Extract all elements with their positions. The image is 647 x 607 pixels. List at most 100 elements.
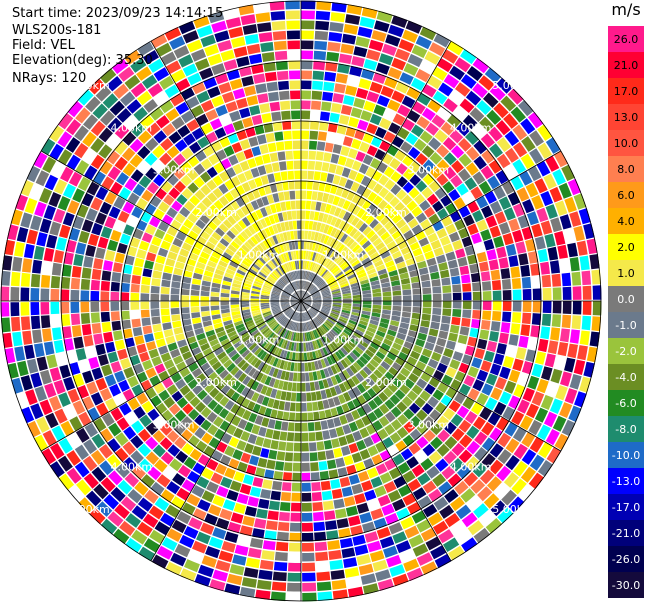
velocity-gate (226, 424, 237, 436)
velocity-gate (324, 203, 332, 214)
velocity-gate (194, 267, 204, 275)
velocity-gate (307, 342, 312, 351)
velocity-gate (114, 370, 126, 383)
velocity-gate (341, 486, 353, 497)
velocity-gate (273, 257, 280, 266)
velocity-gate (199, 67, 214, 80)
velocity-gate (383, 236, 394, 246)
velocity-gate (144, 260, 154, 270)
velocity-gate (175, 450, 189, 464)
velocity-gate (174, 261, 185, 270)
velocity-gate (457, 334, 468, 345)
velocity-gate (379, 117, 392, 130)
velocity-gate (385, 260, 395, 268)
velocity-gate (401, 95, 416, 109)
velocity-gate (309, 351, 314, 361)
velocity-gate (342, 293, 352, 297)
velocity-gate (133, 406, 146, 419)
velocity-gate (236, 383, 246, 394)
velocity-gate (374, 149, 386, 161)
velocity-gate (483, 350, 495, 363)
velocity-gate (372, 559, 388, 572)
velocity-gate (301, 462, 310, 472)
velocity-gate (521, 136, 536, 152)
velocity-gate (314, 421, 322, 431)
velocity-gate (201, 311, 211, 317)
velocity-gate (249, 455, 260, 466)
velocity-gate (400, 516, 415, 530)
velocity-gate (200, 406, 212, 418)
velocity-gate (101, 364, 113, 377)
velocity-gate (287, 310, 294, 317)
velocity-gate (409, 269, 419, 278)
velocity-gate (301, 442, 309, 452)
velocity-gate (432, 307, 442, 316)
velocity-gate (160, 51, 177, 66)
velocity-gate (311, 191, 318, 201)
velocity-gate (215, 104, 228, 117)
velocity-gate (258, 426, 267, 437)
velocity-gate (343, 557, 358, 568)
velocity-gate (187, 379, 199, 390)
velocity-gate (288, 70, 301, 80)
velocity-gate (315, 561, 330, 572)
velocity-gate (342, 369, 351, 380)
velocity-gate (251, 146, 261, 157)
velocity-gate (145, 224, 157, 236)
velocity-gate (296, 260, 300, 270)
velocity-gate (401, 346, 412, 356)
velocity-gate (220, 292, 230, 298)
velocity-gate (400, 367, 411, 378)
velocity-gate (215, 365, 226, 375)
velocity-gate (155, 42, 172, 57)
velocity-gate (370, 316, 380, 322)
velocity-gate (26, 358, 39, 374)
velocity-gate (463, 472, 479, 487)
velocity-gate (129, 154, 143, 168)
velocity-gate (352, 386, 362, 397)
colorbar-tick-label: -6.0 (615, 397, 636, 410)
velocity-gate (353, 262, 362, 270)
velocity-gate (240, 303, 250, 308)
velocity-gate (282, 291, 291, 297)
velocity-gate (187, 155, 200, 168)
velocity-gate (332, 327, 341, 335)
velocity-gate (320, 389, 327, 400)
velocity-gate (369, 233, 379, 243)
velocity-gate (291, 110, 301, 120)
velocity-gate (472, 310, 482, 320)
velocity-gate (383, 338, 393, 347)
velocity-gate (518, 253, 529, 266)
velocity-gate (520, 153, 535, 170)
velocity-gate (379, 472, 392, 484)
velocity-gate (369, 319, 379, 326)
velocity-gate (206, 179, 218, 191)
velocity-gate (150, 309, 160, 317)
velocity-gate (311, 241, 317, 251)
velocity-gate (200, 184, 212, 196)
velocity-gate (384, 411, 396, 423)
velocity-gate (229, 334, 239, 342)
velocity-gate (313, 50, 327, 61)
velocity-gate (411, 464, 425, 478)
velocity-gate (294, 240, 299, 250)
velocity-gate (375, 62, 390, 75)
velocity-gate (448, 332, 458, 342)
velocity-gate (501, 489, 517, 506)
velocity-gate (40, 302, 50, 315)
velocity-gate (280, 302, 290, 306)
velocity-gate (130, 122, 145, 137)
velocity-gate (254, 333, 263, 342)
velocity-gate (441, 466, 456, 480)
velocity-gate (310, 289, 319, 295)
velocity-gate (464, 411, 478, 424)
velocity-gate (280, 171, 288, 181)
velocity-gate (519, 170, 533, 186)
velocity-gate (398, 484, 412, 497)
velocity-gate (400, 278, 411, 285)
colorbar-swatch (608, 312, 644, 338)
velocity-gate (382, 309, 391, 315)
velocity-gate (335, 508, 347, 519)
velocity-gate (308, 310, 314, 318)
velocity-gate (385, 334, 395, 342)
